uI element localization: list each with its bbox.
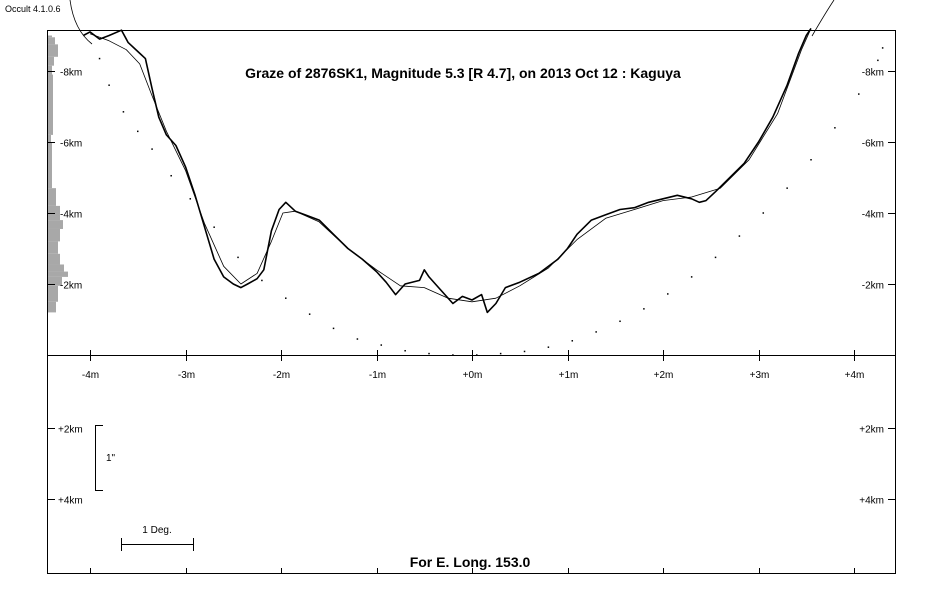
center-path-dot xyxy=(714,256,717,259)
histogram-bar xyxy=(48,134,51,142)
plot-frame xyxy=(47,30,896,574)
center-path-dot xyxy=(237,256,239,259)
center-path-dot xyxy=(595,331,597,333)
center-path-dot xyxy=(643,308,645,310)
center-path-dot xyxy=(428,352,430,355)
axis-ticks: -4m -3m -2m -1m +0m +1m +2m +3m +4m -8km -8km -6km -… xyxy=(47,68,896,574)
center-path-dot xyxy=(881,47,884,49)
arcsec-scale-bar: 1" xyxy=(95,425,116,491)
center-path-dot xyxy=(858,93,860,95)
center-path-dot xyxy=(213,226,215,228)
y-tick-label-right: +4km xyxy=(859,496,884,507)
degree-scale-bar: 1 Deg. xyxy=(121,525,194,551)
y-tick-label-right: -2km xyxy=(862,281,884,292)
x-tick-label: -4m xyxy=(82,370,99,381)
center-path-dot xyxy=(108,84,110,86)
y-tick-label-right: -6km xyxy=(862,139,884,150)
center-path-dots xyxy=(98,47,884,356)
y-tick-label-right: -8km xyxy=(862,68,884,79)
profile-lines xyxy=(82,27,812,314)
center-path-dot xyxy=(738,235,741,237)
histogram-bar xyxy=(48,65,52,75)
center-path-dot xyxy=(189,198,192,200)
center-path-dot xyxy=(762,212,765,214)
center-path-dot xyxy=(170,174,172,177)
histogram-bar xyxy=(48,220,63,229)
center-path-dot xyxy=(356,338,359,340)
histogram-bar xyxy=(48,285,58,302)
center-path-dot xyxy=(547,346,550,348)
limb-arc-left xyxy=(69,0,93,45)
center-path-dot xyxy=(308,313,311,315)
center-path-dot xyxy=(285,297,287,299)
histogram-bar xyxy=(48,56,54,66)
x-tick-label: +2m xyxy=(654,370,674,381)
degree-scale-label: 1 Deg. xyxy=(142,525,171,536)
center-path-dot xyxy=(619,320,621,323)
histogram-bar xyxy=(48,142,52,189)
chart-title: Graze of 2876SK1, Magnitude 5.3 [R 4.7],… xyxy=(245,65,681,81)
center-path-dot xyxy=(571,340,574,342)
histogram-bar xyxy=(48,271,68,277)
limb-arc-right xyxy=(811,0,835,37)
histogram-bar xyxy=(48,74,53,135)
y-tick-label-right: -4km xyxy=(862,210,884,221)
histogram-bar xyxy=(48,253,60,265)
center-path-dot xyxy=(452,354,454,356)
y-tick-label-left: +2km xyxy=(58,425,83,436)
center-path-dot xyxy=(877,59,879,62)
center-path-dot xyxy=(499,352,502,355)
y-tick-label-left: +4km xyxy=(58,496,83,507)
center-path-dot xyxy=(137,130,139,133)
center-path-dot xyxy=(810,159,812,161)
center-path-dot xyxy=(786,187,788,189)
center-path-dot xyxy=(122,111,125,113)
chart-footer: For E. Long. 153.0 xyxy=(410,554,531,570)
x-tick-label: +3m xyxy=(750,370,770,381)
arcsec-scale-label: 1" xyxy=(106,453,116,464)
x-tick-label: -2m xyxy=(273,370,290,381)
center-path-dot xyxy=(151,148,153,150)
smoothed-limb-line xyxy=(89,28,812,303)
center-path-dot xyxy=(261,279,263,282)
y-tick-label-left: -4km xyxy=(60,210,82,221)
x-tick-label: -3m xyxy=(178,370,195,381)
y-tick-label-left: -6km xyxy=(60,139,82,150)
version-label: Occult 4.1.0.6 xyxy=(5,4,61,14)
histogram-bar xyxy=(48,188,56,206)
x-tick-label: -1m xyxy=(369,370,386,381)
histogram-bar xyxy=(48,241,58,254)
limb-arcs xyxy=(69,0,835,45)
y-tick-label-left: -8km xyxy=(60,68,82,79)
x-tick-label: +1m xyxy=(559,370,579,381)
histogram-bar xyxy=(48,264,64,272)
y-tick-label-right: +2km xyxy=(859,425,884,436)
center-path-dot xyxy=(667,293,669,295)
x-tick-label: +4m xyxy=(845,370,865,381)
center-path-dot xyxy=(690,276,693,278)
center-path-dot xyxy=(404,349,406,352)
limb-profile-line xyxy=(82,27,812,314)
x-tick-label: +0m xyxy=(463,370,483,381)
histogram-bar xyxy=(48,228,60,242)
histogram-bar xyxy=(48,37,55,45)
center-path-dot xyxy=(476,354,478,356)
center-path-dot xyxy=(523,350,526,353)
histogram-bar xyxy=(48,276,62,286)
histogram-bar xyxy=(48,35,52,38)
center-path-dot xyxy=(98,57,101,60)
center-path-dot xyxy=(332,327,335,330)
histogram-bar xyxy=(48,301,56,313)
y-tick-label-left: -2km xyxy=(60,281,82,292)
histogram-bar xyxy=(48,44,58,57)
center-path-dot xyxy=(380,344,383,346)
center-path-dot xyxy=(834,127,836,129)
